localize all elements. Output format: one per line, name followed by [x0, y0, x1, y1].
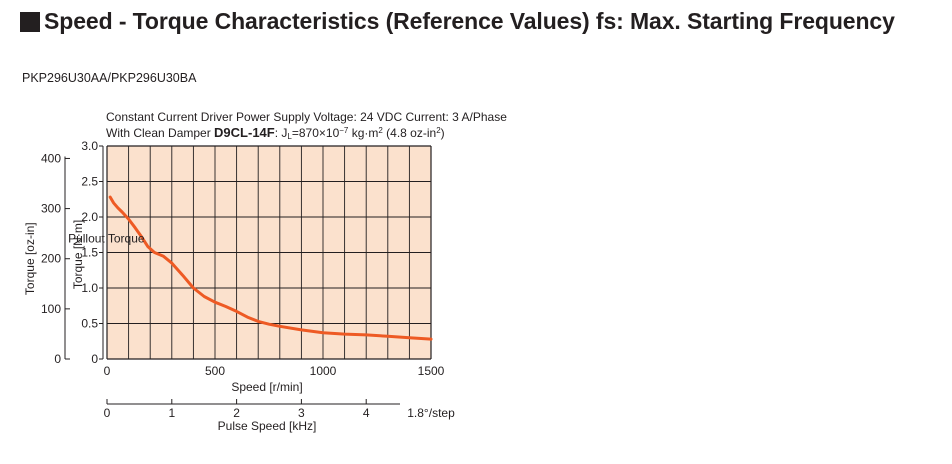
step-angle-note: 1.8°/step — [407, 406, 455, 420]
y2-tick-label: 400 — [41, 151, 61, 165]
x-axis-ticks: 0 500 1000 1500 — [104, 364, 445, 378]
y2-tick-label: 200 — [41, 252, 61, 266]
y-tick-label: 0 — [91, 352, 98, 366]
section-header: Speed - Torque Characteristics (Referenc… — [20, 8, 895, 35]
x2-tick-label: 2 — [233, 406, 240, 420]
y2-axis-label: Torque [oz-in] — [23, 222, 37, 295]
y-tick-label: 1.5 — [81, 246, 98, 260]
conditions-line-2: With Clean Damper D9CL-14F: JL=870×10−7 … — [106, 125, 445, 141]
pulse-speed-axis: 0 1 2 3 4 — [104, 399, 400, 420]
x2-axis-label: Pulse Speed [kHz] — [218, 419, 317, 433]
pullout-torque-curve — [108, 195, 433, 341]
y2-tick-label: 300 — [41, 202, 61, 216]
y-tick-label: 3.0 — [81, 139, 98, 153]
y-tick-label: 1.0 — [81, 281, 98, 295]
x2-tick-label: 1 — [168, 406, 175, 420]
x2-tick-label: 4 — [363, 406, 370, 420]
page-title: Speed - Torque Characteristics (Referenc… — [44, 8, 895, 34]
x-axis-label: Speed [r/min] — [231, 380, 302, 394]
x2-tick-label: 0 — [104, 406, 111, 420]
y2-tick-label: 0 — [54, 352, 61, 366]
y-axis-label: Torque [N·m] — [71, 220, 85, 289]
x2-tick-label: 3 — [298, 406, 305, 420]
header-square-icon — [20, 11, 40, 32]
x-tick-label: 500 — [205, 364, 225, 378]
x-tick-label: 1500 — [418, 364, 445, 378]
y-tick-label: 2.0 — [81, 210, 98, 224]
pullout-torque-label: Pullout Torque — [68, 231, 145, 245]
y-tick-label: 2.5 — [81, 175, 98, 189]
conditions-line-1: Constant Current Driver Power Supply Vol… — [106, 110, 507, 124]
y2-tick-label: 100 — [41, 302, 61, 316]
grid-lines — [106, 145, 432, 360]
x-tick-label: 1000 — [310, 364, 337, 378]
y-axis-ticks: 0 0.5 1.0 1.5 2.0 2.5 3.0 — [81, 139, 104, 366]
y2-axis-ticks: 0 100 200 300 400 — [41, 151, 70, 366]
x-tick-label: 0 — [104, 364, 111, 378]
y-tick-label: 0.5 — [81, 317, 98, 331]
model-label: PKP296U30AA/PKP296U30BA — [22, 71, 197, 85]
